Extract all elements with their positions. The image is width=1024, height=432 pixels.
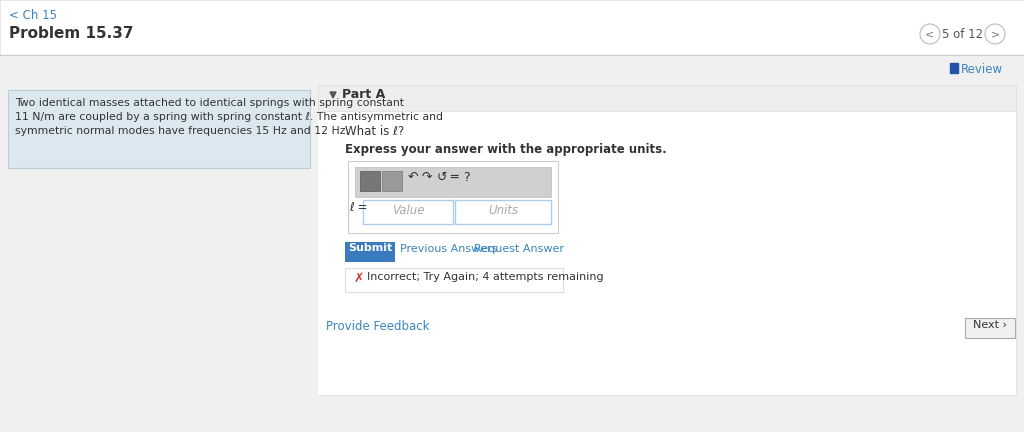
Text: Express your answer with the appropriate units.: Express your answer with the appropriate… [345, 143, 667, 156]
FancyBboxPatch shape [8, 90, 310, 168]
Text: ↷: ↷ [422, 171, 432, 184]
Text: symmetric normal modes have frequencies 15 Hz and 12 Hz.: symmetric normal modes have frequencies … [15, 126, 349, 136]
Text: 5 of 12: 5 of 12 [942, 28, 984, 41]
FancyBboxPatch shape [345, 242, 395, 262]
FancyBboxPatch shape [950, 63, 958, 73]
FancyBboxPatch shape [318, 111, 1016, 395]
Text: Review: Review [961, 63, 1004, 76]
FancyBboxPatch shape [0, 55, 1024, 432]
Text: ℓ =: ℓ = [349, 201, 368, 214]
FancyBboxPatch shape [355, 167, 551, 197]
Text: Two identical masses attached to identical springs with spring constant: Two identical masses attached to identic… [15, 98, 404, 108]
Text: Request Answer: Request Answer [474, 244, 564, 254]
FancyBboxPatch shape [362, 200, 453, 224]
Text: Submit: Submit [348, 243, 392, 253]
FancyBboxPatch shape [348, 161, 558, 233]
Text: <: < [926, 29, 935, 39]
FancyBboxPatch shape [965, 318, 1015, 338]
Text: ═: ═ [450, 171, 458, 184]
FancyBboxPatch shape [360, 171, 380, 191]
Text: ✗: ✗ [354, 272, 365, 285]
FancyBboxPatch shape [382, 171, 402, 191]
Text: Part A: Part A [342, 88, 385, 101]
Text: Next ›: Next › [973, 320, 1007, 330]
Text: ↶: ↶ [408, 171, 419, 184]
Text: ?: ? [463, 171, 470, 184]
Text: What is ℓ?: What is ℓ? [345, 125, 404, 138]
FancyBboxPatch shape [345, 268, 563, 292]
FancyBboxPatch shape [318, 85, 1016, 395]
FancyBboxPatch shape [455, 200, 551, 224]
Text: Problem 15.37: Problem 15.37 [9, 26, 133, 41]
Text: Value: Value [392, 204, 424, 217]
Text: >: > [990, 29, 999, 39]
Circle shape [985, 24, 1005, 44]
Text: Provide Feedback: Provide Feedback [326, 320, 429, 333]
Text: 11 N/m are coupled by a spring with spring constant ℓ. The antisymmetric and: 11 N/m are coupled by a spring with spri… [15, 112, 443, 122]
Text: ↺: ↺ [437, 171, 447, 184]
Text: < Ch 15: < Ch 15 [9, 9, 57, 22]
FancyBboxPatch shape [0, 0, 1024, 55]
Polygon shape [330, 92, 336, 98]
Text: Previous Answers: Previous Answers [400, 244, 498, 254]
Circle shape [920, 24, 940, 44]
Text: Incorrect; Try Again; 4 attempts remaining: Incorrect; Try Again; 4 attempts remaini… [367, 272, 603, 282]
Text: Units: Units [488, 204, 518, 217]
FancyBboxPatch shape [318, 85, 1016, 111]
